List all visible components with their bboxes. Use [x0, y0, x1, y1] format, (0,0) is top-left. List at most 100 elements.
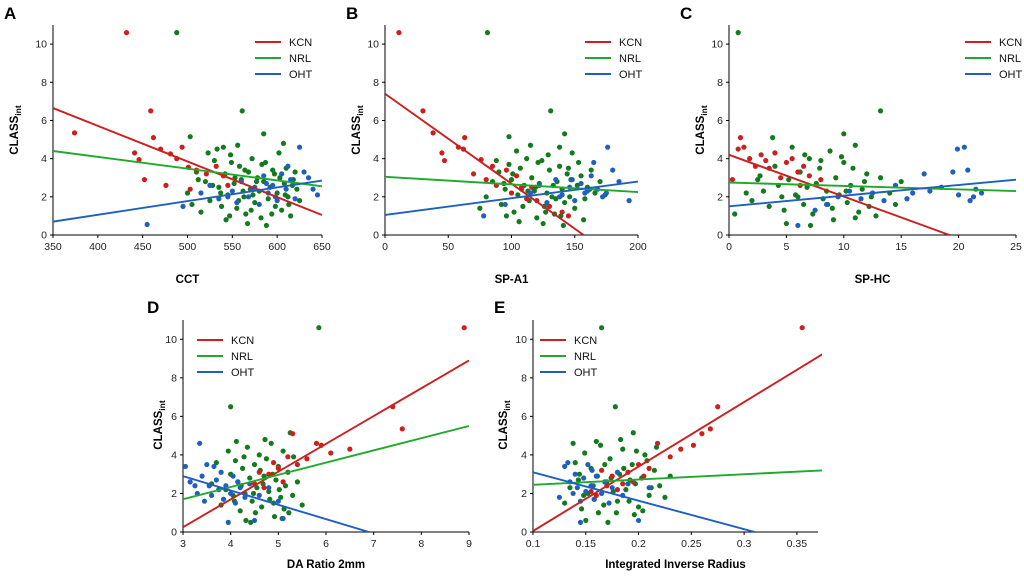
- point-kcn: [203, 171, 209, 177]
- point-nrl: [582, 196, 588, 202]
- point-nrl: [810, 211, 816, 217]
- legend-label-nrl: NRL: [289, 53, 311, 65]
- point-nrl: [282, 483, 289, 489]
- x-axis-title: CCT: [176, 274, 200, 286]
- x-tick-label: 10: [838, 241, 850, 253]
- legend: KCN NRL OHT: [197, 335, 255, 379]
- point-kcn: [588, 488, 594, 495]
- y-tick-label: 0: [717, 230, 723, 242]
- point-nrl: [556, 163, 563, 169]
- fit-line-kcn: [533, 353, 822, 532]
- point-nrl: [642, 452, 648, 458]
- point-oht: [950, 169, 956, 175]
- point-oht: [280, 515, 286, 522]
- point-nrl: [657, 483, 663, 489]
- point-kcn: [503, 167, 510, 173]
- point-nrl: [251, 461, 258, 468]
- point-oht: [544, 199, 550, 206]
- x-tick-label: 0.2: [631, 538, 646, 550]
- point-nrl: [273, 477, 279, 483]
- point-nrl: [294, 479, 300, 485]
- x-tick-label: 5: [275, 538, 281, 550]
- point-nrl: [218, 203, 225, 209]
- point-oht: [556, 494, 562, 500]
- fit-line-nrl: [183, 425, 470, 501]
- point-nrl: [623, 487, 629, 493]
- point-nrl: [781, 207, 787, 213]
- point-nrl: [232, 458, 239, 464]
- point-nrl: [588, 167, 594, 173]
- point-oht: [572, 198, 578, 204]
- point-nrl: [593, 438, 599, 445]
- point-nrl: [565, 165, 572, 171]
- point-nrl: [174, 30, 180, 36]
- point-nrl: [265, 196, 271, 202]
- point-oht: [256, 201, 262, 208]
- y-tick-label: 0: [171, 527, 177, 539]
- point-nrl: [817, 165, 823, 171]
- point-nrl: [630, 430, 636, 436]
- point-oht: [881, 198, 887, 204]
- point-oht: [527, 190, 534, 196]
- x-axis-title: DA Ratio 2mm: [287, 559, 365, 571]
- point-oht: [846, 188, 853, 194]
- x-tick-label: 150: [566, 241, 584, 253]
- point-nrl: [316, 325, 322, 331]
- point-nrl: [292, 169, 298, 175]
- x-tick-label: 100: [503, 241, 521, 253]
- point-kcn: [71, 130, 78, 136]
- point-oht: [183, 463, 188, 470]
- panel-d: D 0 2 4 6 8 10 3 4 5 6 7 8 9 DA Ratio 2mm CLASSint KCN NR…: [147, 298, 472, 571]
- point-nrl: [651, 467, 657, 473]
- point-nrl: [560, 222, 566, 229]
- point-nrl: [227, 152, 234, 158]
- x-tick-label: 600: [268, 241, 286, 253]
- point-oht: [201, 498, 208, 504]
- y-tick-label: 8: [41, 77, 47, 89]
- point-nrl: [228, 404, 234, 410]
- point-kcn: [294, 461, 300, 468]
- legend-label-oht: OHT: [231, 367, 255, 379]
- legend: KCN NRL OHT: [540, 335, 598, 379]
- point-nrl: [233, 438, 239, 445]
- point-nrl: [266, 488, 272, 495]
- point-nrl: [189, 201, 195, 208]
- point-oht: [251, 517, 258, 524]
- point-oht: [565, 460, 571, 466]
- point-nrl: [271, 171, 278, 177]
- point-kcn: [461, 325, 467, 331]
- point-oht: [588, 173, 594, 179]
- point-nrl: [844, 199, 850, 206]
- point-nrl: [294, 186, 300, 192]
- point-nrl: [562, 500, 568, 506]
- fit-line-oht: [183, 475, 370, 532]
- point-nrl: [626, 498, 632, 504]
- legend-label-kcn: KCN: [574, 335, 597, 347]
- x-tick-label: 7: [371, 538, 377, 550]
- point-nrl: [216, 184, 222, 190]
- point-kcn: [290, 431, 296, 437]
- point-nrl: [640, 508, 646, 514]
- point-oht: [263, 180, 270, 187]
- point-oht: [218, 469, 224, 475]
- point-nrl: [236, 163, 243, 169]
- legend-label-oht: OHT: [619, 69, 643, 81]
- y-axis-title: CLASSint: [351, 105, 365, 155]
- point-oht: [606, 500, 612, 506]
- point-kcn: [470, 171, 477, 177]
- point-oht: [310, 186, 316, 192]
- point-nrl: [841, 159, 847, 166]
- y-tick-label: 8: [171, 372, 177, 384]
- point-kcn: [163, 182, 169, 188]
- point-nrl: [864, 171, 870, 177]
- legend-label-nrl: NRL: [619, 53, 641, 65]
- point-nrl: [662, 494, 668, 500]
- y-tick-label: 2: [373, 191, 379, 203]
- point-nrl: [524, 156, 530, 162]
- point-nrl: [513, 148, 520, 154]
- point-nrl: [271, 513, 278, 520]
- y-tick-label: 0: [373, 230, 379, 242]
- point-nrl: [567, 194, 573, 200]
